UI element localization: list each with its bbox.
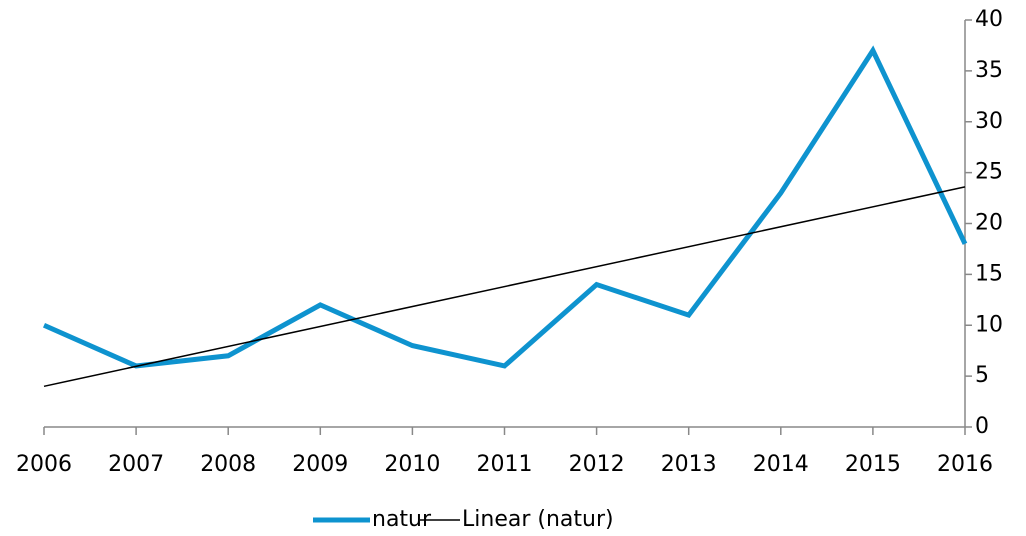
y-tick-label: 10 [975,312,1003,337]
y-tick-label: 30 [975,109,1003,134]
x-tick-label: 2010 [384,452,440,477]
y-tick-label: 25 [975,160,1003,185]
x-tick-label: 2012 [569,452,625,477]
y-tick-label: 20 [975,211,1003,236]
trend-line [43,186,966,388]
y-tick-label: 0 [975,414,989,439]
y-tick-label: 15 [975,261,1003,286]
x-tick-label: 2011 [477,452,533,477]
x-tick-label: 2013 [661,452,717,477]
x-tick-label: 2014 [753,452,809,477]
x-tick-label: 2008 [200,452,256,477]
x-tick-label: 2007 [108,452,164,477]
y-tick-label: 5 [975,363,989,388]
legend-label: Linear (natur) [462,507,614,532]
x-tick-label: 2009 [292,452,348,477]
y-tick-label: 40 [975,7,1003,32]
y-tick-label: 35 [975,58,1003,83]
x-tick-label: 2015 [845,452,901,477]
data-line [42,45,968,369]
x-tick-label: 2016 [937,452,993,477]
x-tick-label: 2006 [16,452,72,477]
